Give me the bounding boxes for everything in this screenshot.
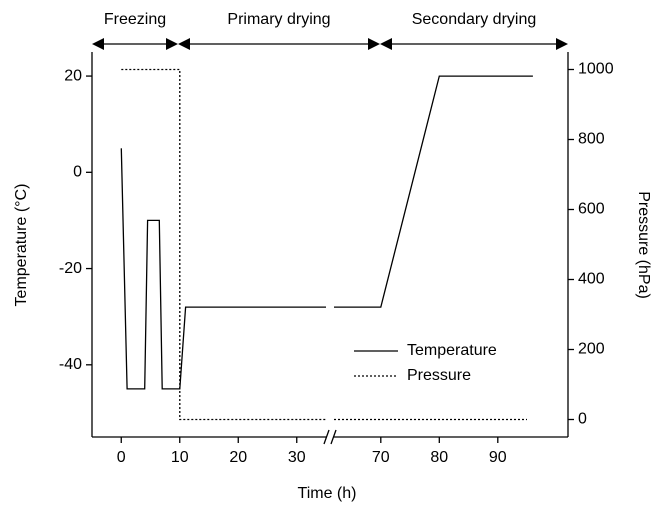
- series-line: [121, 68, 527, 421]
- y-tick-label: -40: [59, 356, 82, 373]
- series-line: [120, 75, 533, 390]
- y2-tick-label: 600: [578, 201, 605, 218]
- y-axis-label: Temperature (°C): [13, 184, 30, 307]
- legend-label: Temperature: [407, 342, 497, 359]
- phase-label: Secondary drying: [412, 11, 537, 28]
- axis-break: [330, 429, 337, 445]
- y-tick-label: -20: [59, 260, 82, 277]
- x-tick-label: 30: [288, 449, 306, 466]
- y2-axis-label: Pressure (hPa): [635, 191, 652, 299]
- x-axis-label: Time (h): [298, 485, 357, 502]
- y-tick-label: 0: [73, 164, 82, 181]
- phase-label: Primary drying: [227, 11, 330, 28]
- y2-tick-label: 800: [578, 131, 605, 148]
- y2-tick-label: 1000: [578, 61, 614, 78]
- x-tick-label: 10: [171, 449, 189, 466]
- legend-label: Pressure: [407, 367, 471, 384]
- x-tick-label: 0: [117, 449, 126, 466]
- y2-tick-label: 200: [578, 341, 605, 358]
- y2-tick-label: 400: [578, 271, 605, 288]
- x-tick-label: 90: [489, 449, 507, 466]
- axis-break: [323, 429, 330, 445]
- y2-tick-label: 0: [578, 411, 587, 428]
- x-tick-label: 20: [229, 449, 247, 466]
- y-tick-label: 20: [64, 67, 82, 84]
- x-tick-label: 70: [372, 449, 390, 466]
- x-tick-label: 80: [430, 449, 448, 466]
- phase-label: Freezing: [104, 11, 166, 28]
